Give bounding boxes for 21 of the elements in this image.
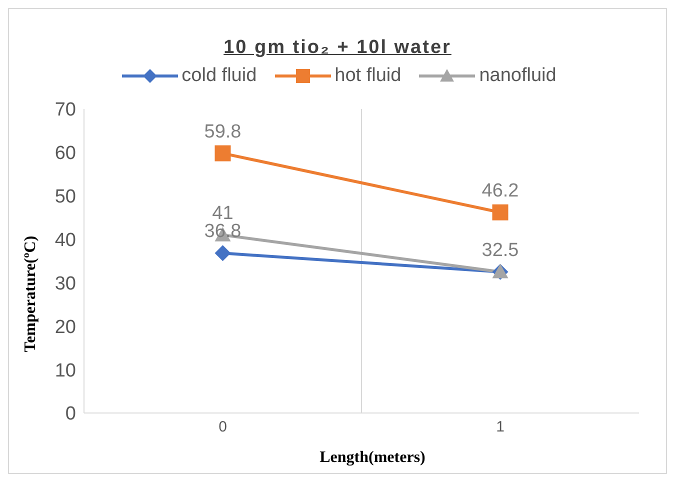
y-axis-title: Temperature(ºC)	[22, 236, 40, 352]
legend-label: hot fluid	[334, 65, 402, 87]
data-label: 41	[212, 202, 234, 224]
data-label: 59.8	[204, 121, 242, 142]
chart-title: 10 gm tio₂ + 10l water	[222, 37, 452, 59]
point	[214, 145, 231, 162]
data-label: 46.2	[482, 180, 519, 202]
point	[214, 245, 231, 262]
y-tick-label: 70	[54, 100, 76, 121]
y-tick-label: 30	[54, 273, 76, 294]
y-tick-label: 60	[54, 143, 76, 164]
legend-label: cold fluid	[180, 65, 257, 87]
y-tick-label: 50	[54, 186, 76, 208]
x-axis-title: Length(meters)	[318, 449, 426, 467]
data-label: 32.5	[482, 240, 519, 261]
y-tick-label: 40	[54, 230, 76, 252]
x-tick-label: 1	[496, 418, 504, 436]
y-tick-label: 20	[54, 316, 76, 338]
point	[492, 204, 508, 220]
legend-label: nanofluid	[478, 65, 556, 87]
y-tick-label: 10	[54, 360, 76, 382]
